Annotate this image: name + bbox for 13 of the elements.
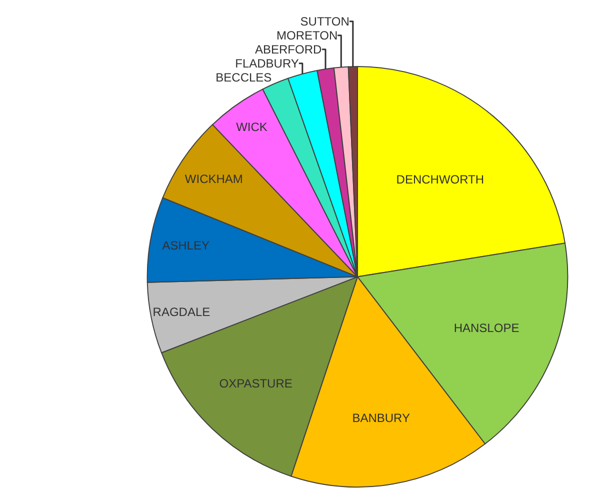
slice-label: BECCLES bbox=[216, 70, 272, 84]
slice-label: WICK bbox=[236, 120, 268, 134]
slice-label: OXPASTURE bbox=[219, 376, 292, 391]
slice-label: RAGDALE bbox=[152, 305, 210, 320]
slice-label: SUTTON bbox=[300, 14, 350, 28]
slice-label: FLADBURY bbox=[235, 56, 299, 70]
slice-label: BANBURY bbox=[352, 411, 410, 426]
slice-label: ASHLEY bbox=[162, 238, 210, 253]
slice-label: WICKHAM bbox=[184, 172, 243, 186]
slice-label: MORETON bbox=[276, 28, 338, 42]
slice-label: DENCHWORTH bbox=[396, 172, 484, 187]
slice-label: ABERFORD bbox=[254, 42, 322, 56]
slice-label: HANSLOPE bbox=[454, 321, 520, 336]
